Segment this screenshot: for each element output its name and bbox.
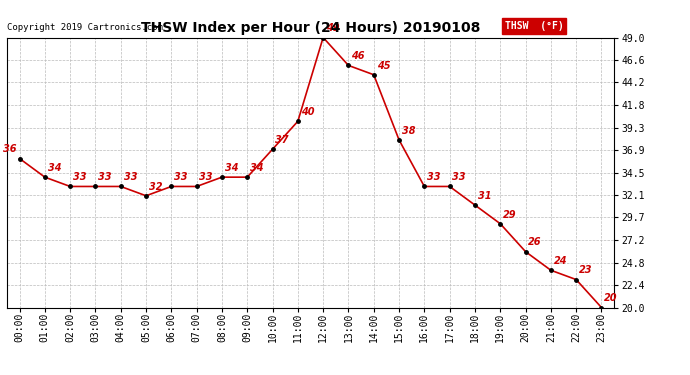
Text: 32: 32	[149, 182, 162, 192]
Text: 24: 24	[553, 256, 567, 266]
Text: 38: 38	[402, 126, 415, 136]
Text: 34: 34	[225, 163, 238, 173]
Text: 33: 33	[453, 172, 466, 182]
Text: 34: 34	[250, 163, 264, 173]
Text: 46: 46	[351, 51, 365, 61]
Text: Copyright 2019 Cartronics.com: Copyright 2019 Cartronics.com	[7, 23, 163, 32]
Text: 49: 49	[326, 23, 339, 33]
Text: 34: 34	[48, 163, 61, 173]
Text: 26: 26	[529, 237, 542, 248]
Text: 33: 33	[73, 172, 86, 182]
Text: 31: 31	[477, 191, 491, 201]
Text: 33: 33	[98, 172, 112, 182]
Text: 33: 33	[174, 172, 188, 182]
Text: 33: 33	[427, 172, 441, 182]
Text: 23: 23	[579, 266, 593, 275]
Text: 45: 45	[377, 61, 390, 70]
Text: 33: 33	[124, 172, 137, 182]
Text: 40: 40	[301, 107, 314, 117]
Text: 33: 33	[199, 172, 213, 182]
Text: 20: 20	[604, 293, 618, 303]
Text: 36: 36	[3, 144, 17, 154]
Title: THSW Index per Hour (24 Hours) 20190108: THSW Index per Hour (24 Hours) 20190108	[141, 21, 480, 35]
Text: 37: 37	[275, 135, 289, 145]
Text: THSW  (°F): THSW (°F)	[505, 21, 564, 31]
Text: 29: 29	[503, 210, 517, 219]
